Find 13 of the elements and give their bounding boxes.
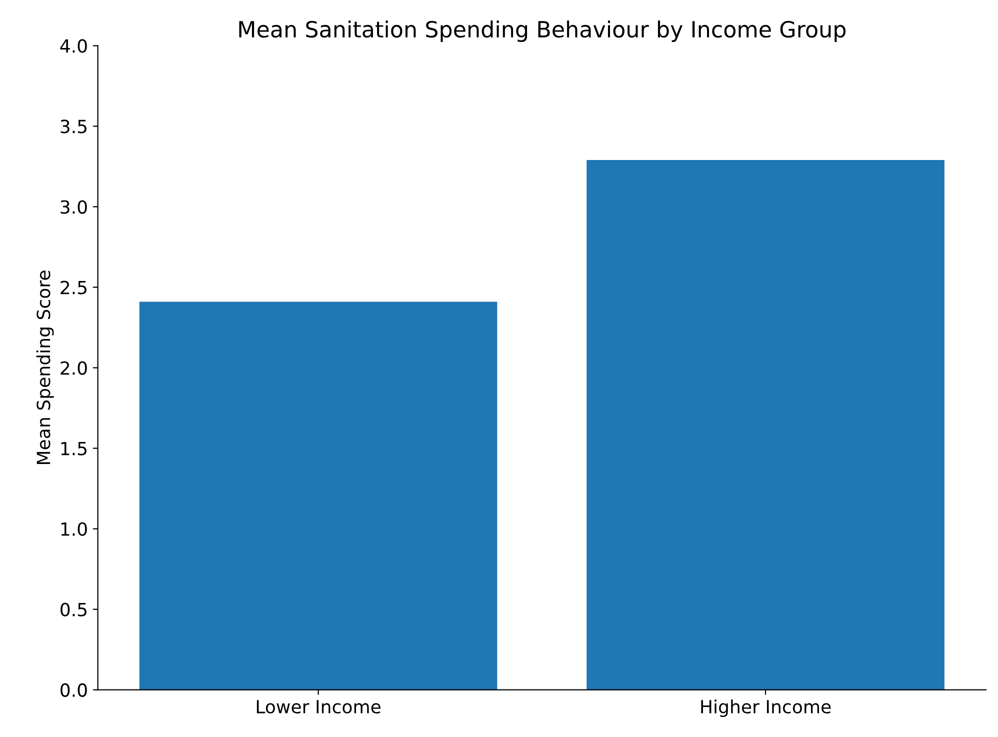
y-tick-label: 4.0 xyxy=(60,39,87,53)
x-tick-label: Higher Income xyxy=(701,700,831,718)
y-tick-label: 1.5 xyxy=(61,442,87,456)
y-tick-label: 2.0 xyxy=(60,361,87,375)
y-tick-label: 3.0 xyxy=(60,200,87,214)
y-tick-label: 0.5 xyxy=(60,602,87,616)
y-axis-title: Mean Spending Score xyxy=(36,270,54,464)
chart-title: Mean Sanitation Spending Behaviour by Income Group xyxy=(239,20,846,42)
x-tick-label: Lower Income xyxy=(256,700,380,714)
y-tick-label: 0.0 xyxy=(60,683,87,697)
y-tick-label: 3.5 xyxy=(60,120,87,134)
y-tick-label: 1.0 xyxy=(61,522,87,536)
y-tick-label: 2.5 xyxy=(60,280,87,294)
